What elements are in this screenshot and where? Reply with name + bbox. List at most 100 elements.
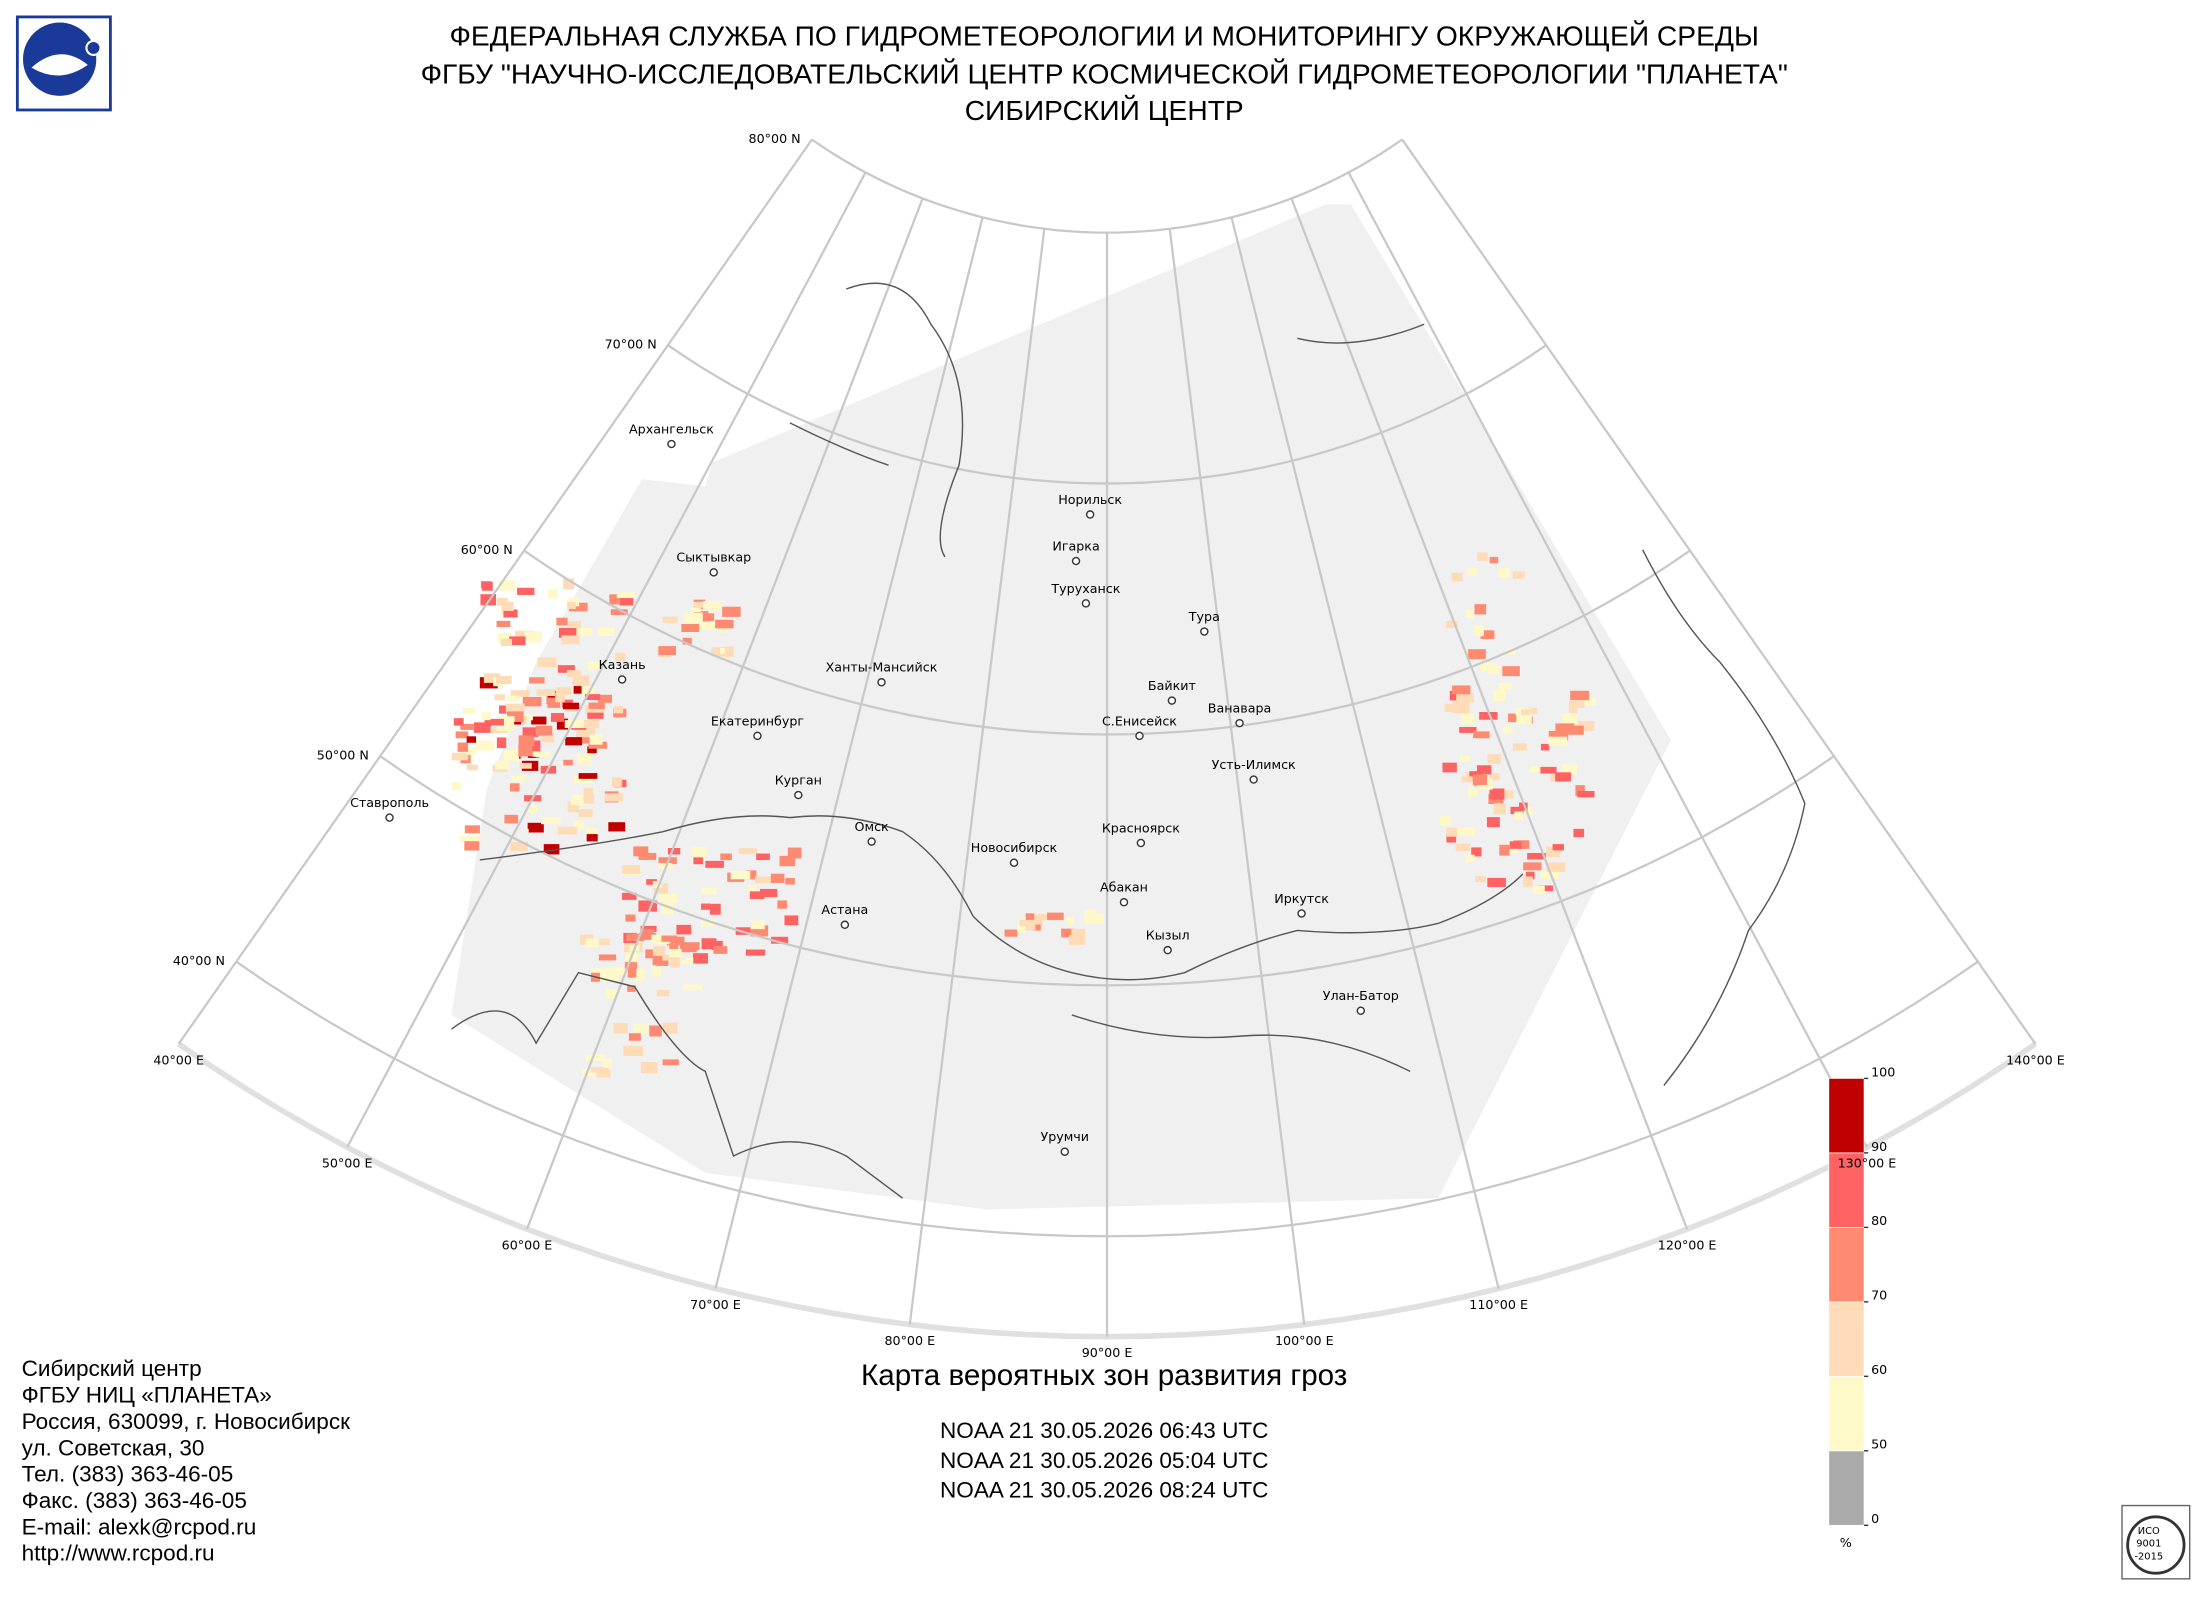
storm-cell xyxy=(500,638,512,646)
storm-cell xyxy=(608,822,626,832)
storm-cell xyxy=(691,847,707,858)
storm-cell xyxy=(619,597,634,606)
storm-cell xyxy=(1065,917,1075,925)
storm-cell xyxy=(522,727,539,737)
city-label: Новосибирск xyxy=(971,840,1058,855)
storm-cell xyxy=(670,957,680,968)
storm-cell xyxy=(676,924,692,935)
storm-cell xyxy=(705,860,724,868)
city-dot xyxy=(1081,599,1091,608)
storm-cell xyxy=(627,967,637,978)
storm-cell xyxy=(1446,827,1458,837)
storm-cell xyxy=(613,705,624,714)
city-dot xyxy=(867,837,876,846)
storm-cell xyxy=(616,592,635,599)
storm-cell xyxy=(1530,766,1550,773)
storm-cell xyxy=(1568,725,1584,735)
caption-title: Карта вероятных зон развития гроз xyxy=(861,1359,1347,1392)
city-dot xyxy=(1167,696,1177,705)
storm-cell xyxy=(555,692,565,703)
storm-cell xyxy=(756,853,770,861)
contact-line: E-mail: alexk@rcpod.ru xyxy=(22,1514,257,1539)
storm-cell xyxy=(574,628,593,636)
contact-line: Факс. (383) 363-46-05 xyxy=(22,1488,247,1513)
storm-cell xyxy=(537,657,557,668)
storm-cell xyxy=(1540,766,1557,774)
storm-cell xyxy=(711,940,723,950)
storm-cell xyxy=(1444,703,1465,712)
storm-cell xyxy=(504,814,519,824)
storm-cell xyxy=(1516,715,1532,725)
storm-cell xyxy=(1017,926,1026,933)
storm-cell xyxy=(1523,806,1533,815)
storm-cell xyxy=(556,617,568,626)
city-label: Байкит xyxy=(1148,678,1197,693)
storm-cell xyxy=(640,1062,658,1074)
storm-cell xyxy=(1474,604,1487,615)
storm-cell xyxy=(1523,862,1542,871)
storm-cell xyxy=(531,716,547,725)
storm-cell xyxy=(466,764,478,771)
storm-cell xyxy=(558,627,577,638)
city-dot xyxy=(1071,556,1081,566)
storm-cell xyxy=(585,1054,605,1061)
storm-cell xyxy=(639,933,657,940)
storm-cell xyxy=(704,613,715,621)
storm-cell xyxy=(536,689,555,697)
storm-cell xyxy=(578,773,598,779)
cities: Архангельск Сыктывкар Казань Ханты-Мансийск… xyxy=(350,421,1399,1156)
meridian xyxy=(1290,198,1689,1230)
storm-cell xyxy=(1468,787,1479,797)
storm-cell xyxy=(571,794,588,806)
legend-swatch xyxy=(1828,1078,1865,1154)
storm-cell xyxy=(622,864,641,874)
storm-cell xyxy=(1508,713,1522,723)
storm-cell xyxy=(735,927,755,935)
lon-label: 80°00 E xyxy=(884,1333,935,1348)
storm-cell xyxy=(693,601,708,608)
storm-cell xyxy=(481,581,493,591)
storm-cell xyxy=(1532,885,1545,895)
storm-cell xyxy=(598,627,615,637)
storm-cell xyxy=(658,893,678,903)
contact-line: Сибирский центр xyxy=(22,1356,202,1381)
storm-cell xyxy=(481,711,491,721)
city-label: Игарка xyxy=(1052,538,1099,553)
storm-cell xyxy=(1473,731,1490,739)
storm-cell xyxy=(561,635,580,645)
lon-label: 60°00 E xyxy=(502,1238,553,1253)
storm-cell xyxy=(460,723,475,730)
storm-cell xyxy=(651,934,671,945)
city-label: Усть-Илимск xyxy=(1212,757,1296,772)
storm-cell xyxy=(480,594,497,606)
storm-cell xyxy=(1562,713,1578,725)
storm-cell xyxy=(1545,846,1560,858)
storm-cell xyxy=(693,853,704,865)
lon-label: 100°00 E xyxy=(1275,1333,1334,1348)
storm-cell xyxy=(613,1022,628,1034)
city-label: Тура xyxy=(1188,609,1220,624)
storm-cell xyxy=(715,619,734,629)
storm-cell xyxy=(747,885,757,893)
storm-cell xyxy=(1577,791,1595,798)
storm-cell xyxy=(1573,828,1585,838)
legend-tick-label: 0 xyxy=(1871,1511,1879,1526)
storm-cell xyxy=(784,915,799,926)
lat-label: 50°00 N xyxy=(317,748,369,763)
storm-cell xyxy=(779,855,796,867)
storm-cell xyxy=(655,956,669,966)
storm-cell xyxy=(498,580,516,591)
storm-cell xyxy=(658,646,677,656)
meridian xyxy=(1230,217,1500,1289)
storm-cell xyxy=(699,621,717,630)
storm-cell xyxy=(1509,841,1522,849)
city-label: Омск xyxy=(855,819,890,834)
storm-cell xyxy=(475,740,495,751)
storm-cell xyxy=(528,804,538,813)
storm-cell xyxy=(1577,721,1595,732)
storm-cell xyxy=(573,685,587,694)
storm-cell xyxy=(1461,713,1475,725)
storm-cell xyxy=(624,962,638,969)
storm-cell xyxy=(587,661,600,671)
